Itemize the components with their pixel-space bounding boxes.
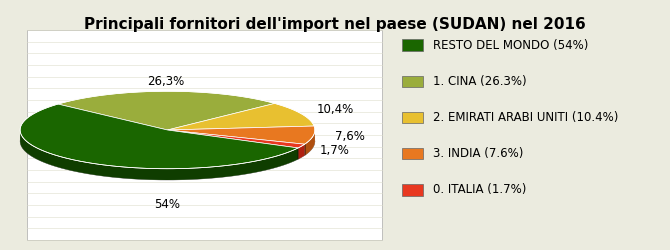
FancyBboxPatch shape bbox=[402, 184, 423, 196]
FancyBboxPatch shape bbox=[402, 39, 423, 50]
Text: 54%: 54% bbox=[155, 198, 180, 210]
Text: Principali fornitori dell'import nel paese (SUDAN) nel 2016: Principali fornitori dell'import nel pae… bbox=[84, 18, 586, 32]
Polygon shape bbox=[305, 130, 315, 156]
Text: 2. EMIRATI ARABI UNITI (10.4%): 2. EMIRATI ARABI UNITI (10.4%) bbox=[433, 111, 618, 124]
Polygon shape bbox=[168, 126, 315, 144]
Text: 3. INDIA (7.6%): 3. INDIA (7.6%) bbox=[433, 147, 523, 160]
Polygon shape bbox=[20, 104, 298, 169]
Text: 10,4%: 10,4% bbox=[316, 103, 354, 116]
Polygon shape bbox=[168, 104, 314, 130]
Text: 1. CINA (26.3%): 1. CINA (26.3%) bbox=[433, 75, 527, 88]
Polygon shape bbox=[58, 91, 275, 130]
FancyBboxPatch shape bbox=[27, 30, 382, 240]
Polygon shape bbox=[20, 130, 298, 180]
FancyBboxPatch shape bbox=[402, 76, 423, 87]
Polygon shape bbox=[298, 144, 305, 159]
Text: 0. ITALIA (1.7%): 0. ITALIA (1.7%) bbox=[433, 184, 527, 196]
FancyBboxPatch shape bbox=[402, 148, 423, 160]
Text: 1,7%: 1,7% bbox=[320, 144, 350, 156]
FancyBboxPatch shape bbox=[402, 112, 423, 123]
Text: 26,3%: 26,3% bbox=[147, 75, 184, 88]
Polygon shape bbox=[168, 130, 305, 148]
Text: 7,6%: 7,6% bbox=[335, 130, 365, 143]
Text: RESTO DEL MONDO (54%): RESTO DEL MONDO (54%) bbox=[433, 38, 588, 52]
